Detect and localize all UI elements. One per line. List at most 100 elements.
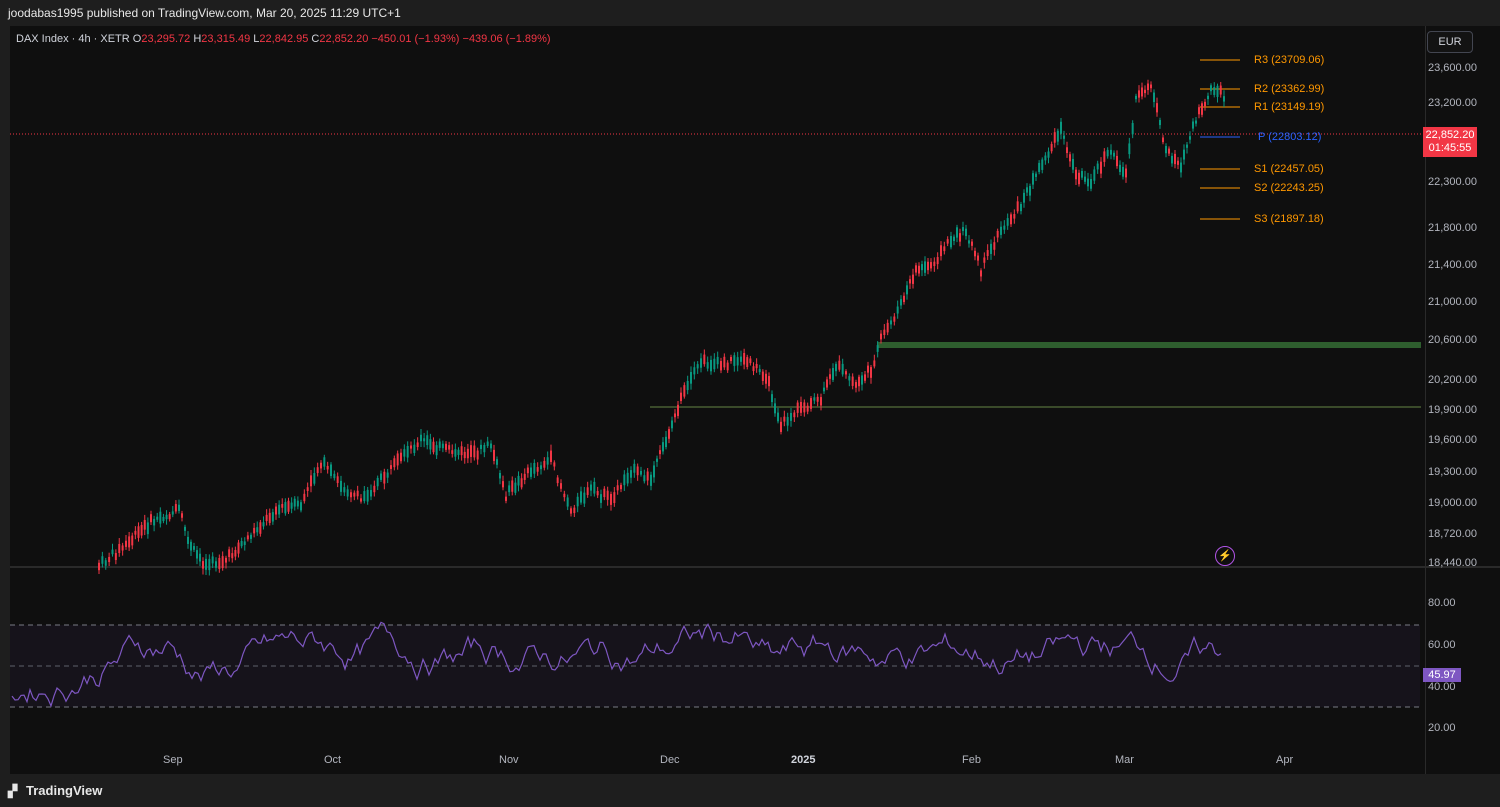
rsi-tick: 80.00 bbox=[1428, 597, 1456, 609]
candle-body bbox=[848, 376, 851, 381]
candle-body bbox=[438, 441, 441, 448]
candle-body bbox=[1066, 147, 1068, 154]
candle-body bbox=[416, 442, 419, 448]
candle-body bbox=[218, 557, 221, 569]
currency-button[interactable]: EUR bbox=[1427, 31, 1473, 53]
symbol-name: DAX Index · 4h · XETR bbox=[16, 33, 130, 45]
candle-body bbox=[153, 518, 156, 526]
candle-body bbox=[536, 467, 539, 472]
candle-body bbox=[426, 435, 429, 446]
candle-body bbox=[656, 458, 658, 462]
support-zone-upper bbox=[877, 342, 1421, 348]
candle-body bbox=[243, 541, 246, 545]
candle-body bbox=[356, 490, 359, 497]
price-tick: 23,200.00 bbox=[1428, 97, 1477, 109]
candle-body bbox=[410, 445, 412, 449]
candlestick-series bbox=[98, 79, 1225, 576]
candle-body bbox=[765, 373, 767, 384]
candle-body bbox=[333, 473, 336, 479]
candle-body bbox=[886, 322, 889, 333]
candle-body bbox=[553, 462, 556, 467]
candle-body bbox=[1075, 169, 1077, 180]
candle-body bbox=[1174, 153, 1176, 165]
candle-body bbox=[193, 546, 195, 550]
candle-body bbox=[165, 514, 168, 520]
price-tick: 19,300.00 bbox=[1428, 466, 1477, 478]
candle-body bbox=[906, 285, 908, 295]
candle-body bbox=[726, 362, 729, 371]
last-price-tag: 22,852.20 01:45:55 bbox=[1423, 127, 1477, 157]
candle-body bbox=[1035, 173, 1037, 177]
candle-body bbox=[1131, 123, 1134, 135]
candle-body bbox=[855, 382, 857, 388]
candle-body bbox=[677, 404, 679, 416]
close-value: 22,852.20 bbox=[319, 33, 369, 45]
candle-body bbox=[543, 460, 546, 468]
pivot-label-r3: R3 (23709.06) bbox=[1254, 54, 1325, 66]
candle-body bbox=[114, 553, 117, 561]
candle-body bbox=[196, 550, 198, 559]
candle-body bbox=[640, 470, 642, 475]
candle-body bbox=[353, 492, 356, 497]
candle-body bbox=[936, 257, 939, 265]
candle-body bbox=[977, 255, 979, 261]
candle-body bbox=[841, 363, 844, 375]
candle-body bbox=[800, 401, 802, 413]
candle-body bbox=[211, 556, 214, 564]
candle-body bbox=[620, 484, 622, 490]
candle-body bbox=[1006, 218, 1009, 226]
candle-body bbox=[514, 482, 517, 493]
candle-body bbox=[1003, 225, 1006, 230]
publish-header: joodabas1995 published on TradingView.co… bbox=[0, 0, 1500, 26]
candle-body bbox=[1096, 163, 1099, 170]
candle-body bbox=[783, 416, 786, 422]
candle-body bbox=[1144, 89, 1146, 94]
candle-body bbox=[1016, 201, 1019, 212]
candle-body bbox=[533, 463, 536, 474]
candle-body bbox=[610, 493, 612, 505]
candle-body bbox=[861, 375, 863, 385]
symbol-legend[interactable]: DAX Index · 4h · XETR O23,295.72 H23,315… bbox=[16, 33, 551, 45]
candle-body bbox=[593, 481, 596, 494]
candle-body bbox=[1180, 162, 1182, 173]
candle-body bbox=[580, 491, 582, 503]
candle-body bbox=[1165, 145, 1167, 154]
candle-body bbox=[1159, 119, 1161, 126]
candle-body bbox=[143, 519, 146, 530]
candle-body bbox=[275, 506, 277, 515]
candle-body bbox=[983, 257, 986, 263]
candle-body bbox=[432, 441, 435, 453]
candle-body bbox=[583, 492, 586, 504]
tradingview-logo-icon: ▞ bbox=[8, 784, 18, 798]
candle-body bbox=[1138, 90, 1140, 98]
candle-body bbox=[303, 493, 306, 502]
candle-body bbox=[1020, 204, 1022, 212]
candle-body bbox=[1041, 159, 1044, 170]
lightning-alert-icon[interactable]: ⚡ bbox=[1215, 546, 1235, 566]
candle-body bbox=[1044, 155, 1047, 161]
candle-body bbox=[971, 241, 973, 246]
candle-body bbox=[930, 262, 932, 269]
candle-body bbox=[690, 372, 692, 384]
candle-body bbox=[968, 240, 970, 244]
candle-body bbox=[883, 329, 886, 336]
candle-body bbox=[1110, 149, 1112, 155]
price-tick: 19,900.00 bbox=[1428, 404, 1477, 416]
candle-body bbox=[1063, 135, 1065, 139]
footer-bar: ▞ TradingView bbox=[0, 774, 1500, 807]
candle-body bbox=[716, 356, 719, 365]
candle-body bbox=[429, 439, 432, 450]
candle-body bbox=[435, 445, 438, 456]
tradingview-logo[interactable]: ▞ TradingView bbox=[8, 783, 102, 798]
candle-body bbox=[659, 450, 661, 455]
candle-body bbox=[713, 358, 716, 370]
time-tick: Apr bbox=[1276, 754, 1294, 766]
chart-area[interactable] bbox=[10, 26, 1425, 774]
candle-body bbox=[108, 556, 111, 563]
candle-body bbox=[1204, 101, 1206, 107]
candle-body bbox=[1026, 187, 1028, 193]
candle-body bbox=[340, 480, 342, 492]
candle-body bbox=[706, 362, 709, 369]
candle-body bbox=[1147, 83, 1149, 91]
candle-body bbox=[363, 491, 366, 502]
